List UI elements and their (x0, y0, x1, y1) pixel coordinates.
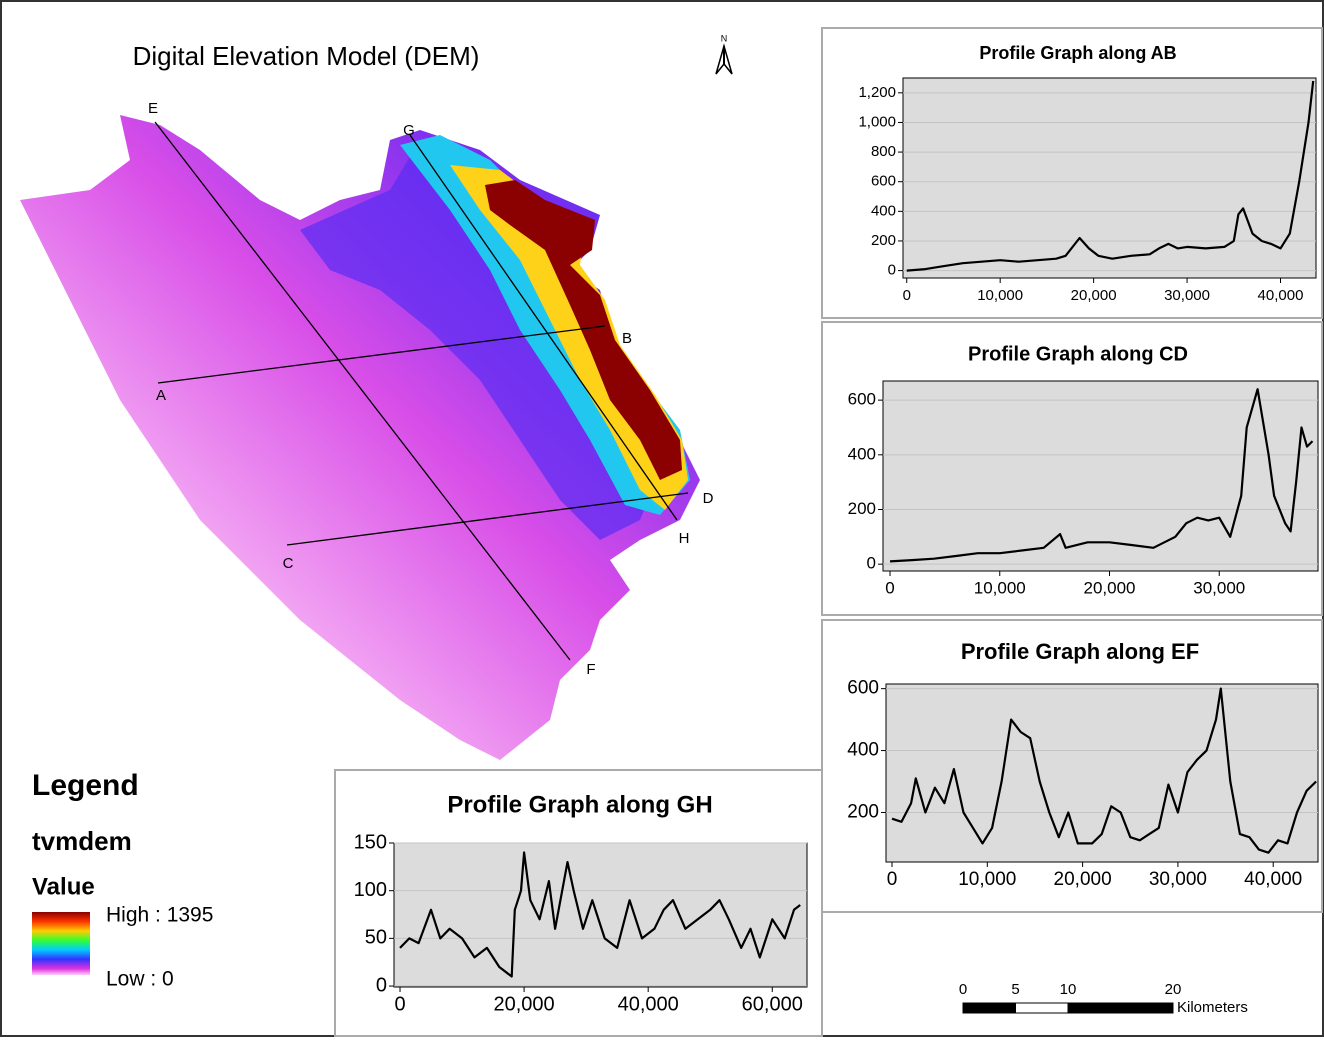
x-tick-label: 0 (394, 993, 405, 1015)
x-tick-label: 30,000 (1164, 287, 1210, 304)
scale-label: 5 (1011, 981, 1019, 998)
chart-title: Profile Graph along CD (968, 343, 1188, 365)
x-tick-label: 20,000 (494, 993, 555, 1015)
y-tick-label: 200 (848, 499, 876, 518)
profile-line (399, 851, 801, 978)
chart-title: Profile Graph along AB (979, 43, 1176, 63)
point-label: D (703, 490, 714, 507)
chart-title: Profile Graph along EF (961, 639, 1199, 664)
dem-high-3 (485, 180, 682, 480)
profile-lines (154, 121, 689, 661)
scale-segment (1015, 1002, 1069, 1014)
plot-area (393, 842, 808, 988)
profile-line-cd (286, 492, 689, 546)
scale-label: 20 (1165, 981, 1182, 998)
profile-line (889, 388, 1314, 563)
point-label: A (156, 387, 166, 404)
profile-line-ab (157, 325, 606, 384)
x-tick-label: 30,000 (1149, 869, 1207, 890)
y-tick-label: 600 (848, 390, 876, 409)
y-tick-label: 200 (847, 801, 879, 822)
x-tick-label: 10,000 (974, 578, 1026, 597)
scale-label: 0 (959, 981, 967, 998)
point-label: B (622, 330, 632, 347)
point-label: G (403, 122, 415, 139)
x-tick-label: 40,000 (1258, 287, 1304, 304)
dem-mid (300, 140, 660, 540)
scale-segment (962, 1002, 1016, 1014)
scale-unit: Kilometers (1177, 999, 1248, 1016)
x-tick-label: 0 (903, 287, 911, 304)
legend-field: Value (32, 873, 95, 900)
x-tick-label: 20,000 (1054, 869, 1112, 890)
y-tick-label: 600 (847, 678, 879, 699)
x-tick-label: 40,000 (1244, 869, 1302, 890)
y-tick-label: 400 (847, 740, 879, 761)
legend-ramp (32, 912, 90, 975)
point-label: H (679, 530, 690, 547)
legend-high: High : 1395 (106, 904, 213, 927)
x-tick-label: 30,000 (1193, 578, 1245, 597)
map-title: Digital Elevation Model (DEM) (133, 41, 480, 71)
profile-line (906, 80, 1315, 272)
scale-label: 10 (1060, 981, 1077, 998)
y-tick-label: 1,000 (858, 113, 896, 130)
legend-low: Low : 0 (106, 968, 174, 991)
north-label: N (721, 33, 728, 43)
x-tick-label: 10,000 (977, 287, 1023, 304)
plot-area (902, 77, 1317, 279)
x-tick-label: 20,000 (1071, 287, 1117, 304)
y-tick-label: 0 (867, 554, 876, 573)
y-tick-label: 400 (848, 444, 876, 463)
y-tick-label: 800 (871, 143, 896, 160)
legend-title: Legend (32, 769, 139, 802)
point-label: C (283, 555, 294, 572)
y-tick-label: 400 (871, 202, 896, 219)
point-label: E (148, 100, 158, 117)
profile-line (891, 687, 1317, 854)
plot-area (882, 380, 1319, 572)
x-tick-label: 40,000 (618, 993, 679, 1015)
y-tick-label: 600 (871, 173, 896, 190)
profile-line-gh (409, 134, 678, 521)
y-tick-label: 1,200 (858, 84, 896, 101)
y-tick-label: 0 (376, 974, 387, 996)
x-tick-label: 60,000 (742, 993, 803, 1015)
profile-line-ef (154, 121, 571, 661)
x-tick-label: 10,000 (958, 869, 1016, 890)
legend-layer: tvmdem (32, 826, 132, 856)
y-tick-label: 100 (354, 879, 387, 901)
x-tick-label: 20,000 (1083, 578, 1135, 597)
y-tick-label: 150 (354, 831, 387, 853)
y-tick-label: 50 (365, 927, 387, 949)
x-tick-label: 0 (887, 869, 898, 890)
y-tick-label: 200 (871, 232, 896, 249)
point-label: F (586, 661, 595, 678)
x-tick-label: 0 (885, 578, 894, 597)
y-tick-label: 0 (888, 262, 896, 279)
scale-segment (1067, 1002, 1174, 1014)
chart-title: Profile Graph along GH (447, 791, 712, 818)
